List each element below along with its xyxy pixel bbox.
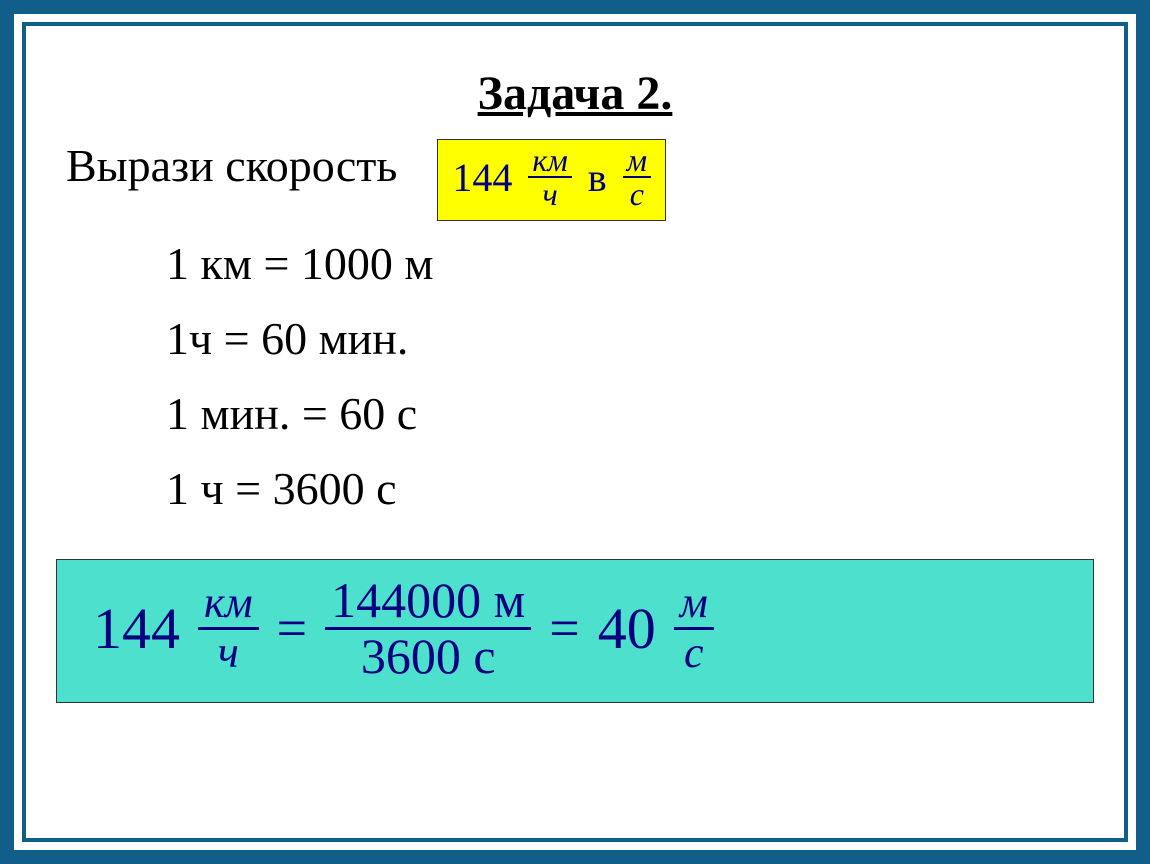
conversion-list: 1 км = 1000 м 1ч = 60 мин. 1 мин. = 60 с…	[56, 229, 1094, 523]
task-title: Задача 2.	[56, 66, 1094, 121]
from-unit-top: км	[528, 144, 571, 176]
equals-sign: =	[277, 597, 307, 659]
rhs-top: м	[674, 580, 714, 626]
outer-frame: Задача 2. Вырази скорость 144 км ч в м с…	[0, 0, 1150, 864]
conversion-row: 1ч = 60 мин.	[166, 304, 1094, 373]
instruction-row: Вырази скорость 144 км ч в м с	[56, 139, 1094, 221]
rhs-unit-fraction: м с	[674, 580, 714, 675]
conversion-row: 1 км = 1000 м	[166, 229, 1094, 298]
lhs-value: 144	[93, 595, 180, 662]
to-unit-fraction: м с	[623, 144, 651, 210]
mid-fraction: 144000 м 3600 с	[325, 574, 531, 682]
mid-bot: 3600 с	[355, 630, 502, 683]
connector-text: в	[588, 154, 607, 201]
from-unit-fraction: км ч	[528, 144, 571, 210]
solution-formula: 144 км ч = 144000 м 3600 с = 40 м с	[56, 559, 1094, 703]
to-unit-bot: с	[626, 178, 648, 210]
unit-conversion-prompt: 144 км ч в м с	[437, 139, 666, 221]
inner-frame: Задача 2. Вырази скорость 144 км ч в м с…	[22, 22, 1128, 842]
instruction-text: Вырази скорость	[66, 139, 397, 192]
rhs-value: 40	[598, 595, 656, 662]
from-unit-bot: ч	[538, 178, 561, 210]
rhs-bot: с	[678, 630, 710, 676]
to-unit-top: м	[623, 144, 651, 176]
conversion-row: 1 мин. = 60 с	[166, 379, 1094, 448]
equals-sign: =	[549, 597, 579, 659]
lhs-top: км	[198, 580, 259, 626]
mid-top: 144000 м	[325, 574, 531, 627]
lhs-bot: ч	[212, 630, 245, 676]
lhs-unit-fraction: км ч	[198, 580, 259, 675]
conversion-row: 1 ч = 3600 с	[166, 454, 1094, 523]
prompt-value: 144	[452, 154, 512, 201]
